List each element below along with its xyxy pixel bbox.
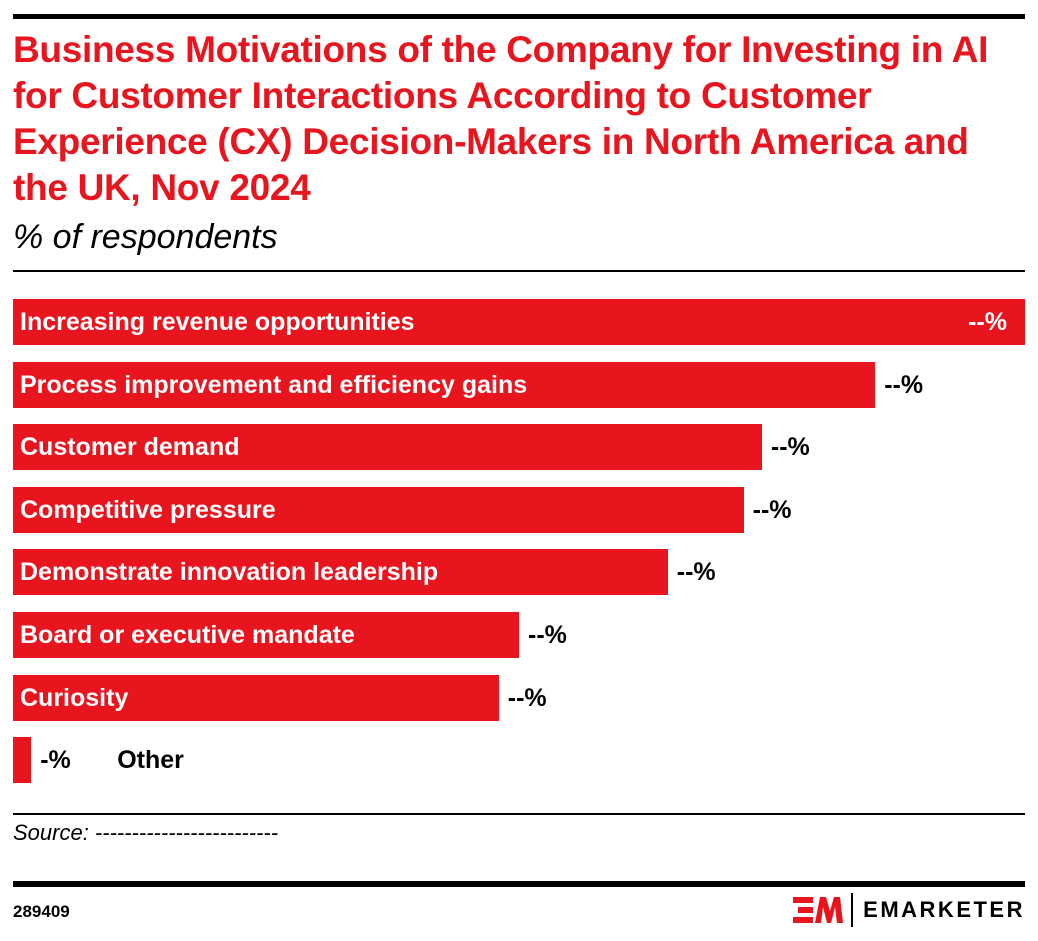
source-note: Source: ------------------------- xyxy=(13,820,279,845)
bar-row: Customer demand --% xyxy=(13,424,1025,471)
em-logo-icon xyxy=(793,897,844,923)
logo-separator xyxy=(851,893,854,927)
bar-row: Increasing revenue opportunities --% xyxy=(13,299,1025,345)
bar xyxy=(13,299,1025,345)
bar-row: Demonstrate innovation leadership --% xyxy=(13,549,1025,596)
category-label: Competitive pressure xyxy=(20,495,276,524)
chart-title: Business Motivations of the Company for … xyxy=(13,29,989,208)
value-label: --% xyxy=(968,308,1007,336)
bar-row: Other -% xyxy=(13,737,1025,784)
value-label: --% xyxy=(528,621,567,649)
value-label: --% xyxy=(507,683,547,712)
category-label: Board or executive mandate xyxy=(20,621,355,649)
value-label: --% xyxy=(676,558,716,587)
header-divider xyxy=(13,270,1025,272)
value-label: --% xyxy=(884,370,924,399)
chart-id: 289409 xyxy=(13,902,70,921)
category-label: Increasing revenue opportunities xyxy=(20,308,415,336)
bar xyxy=(13,612,519,658)
category-label: Process improvement and efficiency gains xyxy=(20,370,528,399)
category-label: Demonstrate innovation leadership xyxy=(20,558,439,587)
source-divider xyxy=(13,813,1025,815)
emarketer-logo: EMARKETER xyxy=(793,893,1025,927)
category-label: Curiosity xyxy=(20,683,129,712)
bar xyxy=(13,424,762,471)
bar-row: Curiosity --% xyxy=(13,674,1025,721)
value-label: --% xyxy=(752,495,792,524)
bar xyxy=(13,549,668,596)
bar xyxy=(13,737,32,784)
value-label: --% xyxy=(770,433,810,462)
bar xyxy=(13,486,744,533)
top-rule xyxy=(13,14,1025,19)
bar xyxy=(13,361,876,408)
bar-row: Process improvement and efficiency gains… xyxy=(13,361,1025,408)
bar-row: Competitive pressure --% xyxy=(13,486,1025,533)
bar-row: Board or executive mandate --% xyxy=(13,612,1025,658)
chart-subtitle: % of respondents xyxy=(13,218,278,256)
value-label: -% xyxy=(40,746,71,775)
category-label: Customer demand xyxy=(20,433,240,462)
bar xyxy=(13,674,499,721)
logo-wordmark: EMARKETER xyxy=(863,897,1025,922)
footer-rule xyxy=(13,881,1025,887)
category-label: Other xyxy=(117,746,184,775)
